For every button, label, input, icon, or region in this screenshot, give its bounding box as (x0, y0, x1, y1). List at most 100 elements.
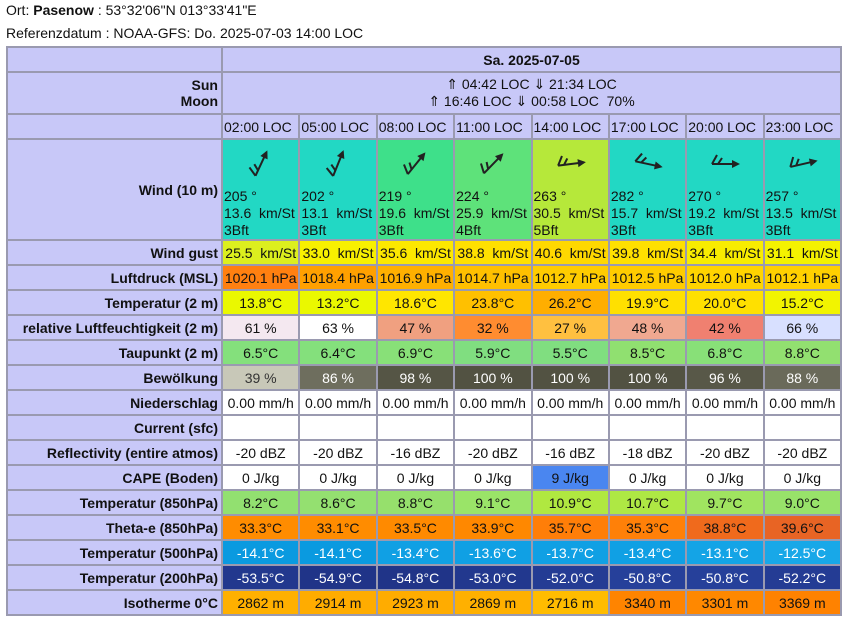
value-cell: 47 % (375, 314, 456, 341)
value-cell: -13.1°C (685, 539, 765, 566)
value-cell: 1012.7 hPa (530, 264, 610, 291)
value-cell: -13.4°C (607, 539, 688, 566)
value-cell: 6.5°C (220, 339, 301, 366)
value-cell: 2923 m (375, 589, 456, 616)
value-cell: 6.8°C (685, 339, 765, 366)
value-cell: -20 dBZ (220, 439, 301, 466)
value-cell: 33.1°C (298, 514, 378, 541)
location-label: Ort: (6, 2, 30, 18)
wind-bft: 3Bft (765, 222, 791, 238)
wind-cell: 224 ° 25.9 km/St 4Bft (453, 138, 533, 241)
row-label: Temperatur (850hPa) (6, 489, 223, 516)
row-label: Temperatur (200hPa) (6, 564, 223, 591)
wind-cell: 202 ° 13.1 km/St 3Bft (298, 138, 378, 241)
table-row: Bewölkung 39 % 86 % 98 % 100 % 100 % 100 % 96 %… (6, 364, 843, 391)
value-cell: 33.5°C (375, 514, 456, 541)
value-cell (453, 414, 533, 441)
table-row: Current (sfc) (6, 414, 843, 441)
value-cell: 1016.9 hPa (375, 264, 456, 291)
table-row: Wind (10 m) 205 ° 13.6 km/St 3Bft 202 ° 13.1 … (6, 138, 843, 241)
value-cell: -14.1°C (220, 539, 301, 566)
value-cell: 1012.1 hPa (762, 264, 843, 291)
value-cell: 39.6°C (762, 514, 843, 541)
wind-arrow (711, 154, 741, 168)
value-cell: 100 % (607, 364, 688, 391)
value-cell: 6.4°C (298, 339, 378, 366)
value-cell: 0.00 mm/h (298, 389, 378, 416)
value-cell: 9 J/kg (530, 464, 610, 491)
value-cell: 0 J/kg (298, 464, 378, 491)
row-label: Isotherme 0°C (6, 589, 223, 616)
value-cell: -16 dBZ (530, 439, 610, 466)
value-cell: -13.6°C (453, 539, 533, 566)
row-label: Temperatur (2 m) (6, 289, 223, 316)
wind-bft: 3Bft (224, 222, 249, 238)
value-cell: 61 % (220, 314, 301, 341)
row-label: Niederschlag (6, 389, 223, 416)
value-cell: 5.9°C (453, 339, 533, 366)
value-cell: -12.5°C (762, 539, 843, 566)
wind-direction: 263 ° (533, 188, 567, 204)
value-cell (530, 414, 610, 441)
value-cell: 8.8°C (375, 489, 456, 516)
wind-speed: 19.2 km/St (688, 205, 760, 221)
value-cell: 1012.5 hPa (607, 264, 688, 291)
value-cell: 20.0°C (685, 289, 765, 316)
wind-direction: 219 ° (378, 188, 412, 204)
table-row: Temperatur (2 m) 13.8°C 13.2°C 18.6°C 23.8°C… (6, 289, 843, 316)
value-cell: 38.8 km/St (453, 239, 533, 266)
value-cell: 34.4 km/St (685, 239, 765, 266)
value-cell: 13.8°C (220, 289, 301, 316)
wind-speed: 13.5 km/St (765, 205, 837, 221)
wind-bft: 5Bft (533, 222, 559, 238)
wind-speed: 19.6 km/St (378, 205, 450, 221)
wind-cell: 270 ° 19.2 km/St 3Bft (685, 138, 765, 241)
table-row: Theta-e (850hPa) 33.3°C 33.1°C 33.5°C 33.9°C… (6, 514, 843, 541)
value-cell: 100 % (453, 364, 533, 391)
wind-arrow (326, 150, 345, 177)
value-cell: 1018.4 hPa (298, 264, 378, 291)
value-cell: -13.4°C (375, 539, 456, 566)
wind-speed: 25.9 km/St (456, 205, 527, 221)
value-cell: -20 dBZ (685, 439, 765, 466)
value-cell: 40.6 km/St (530, 239, 610, 266)
table-row: Niederschlag 0.00 mm/h 0.00 mm/h 0.00 mm/h 0… (6, 389, 843, 416)
row-label: Current (sfc) (6, 414, 223, 441)
wind-bft: 3Bft (688, 222, 714, 238)
value-cell: 18.6°C (375, 289, 456, 316)
wind-bft: 4Bft (456, 222, 482, 238)
reference: Referenzdatum : NOAA-GFS: Do. 2025-07-03… (6, 25, 364, 41)
value-cell: 9.7°C (685, 489, 765, 516)
value-cell: 0 J/kg (220, 464, 301, 491)
value-cell: 35.6 km/St (375, 239, 456, 266)
value-cell: 19.9°C (607, 289, 688, 316)
wind-direction: 205 ° (224, 188, 257, 204)
value-cell: 0 J/kg (375, 464, 456, 491)
value-cell: 39 % (220, 364, 301, 391)
value-cell: 26.2°C (530, 289, 610, 316)
wind-arrow (480, 153, 504, 175)
date: Sa. 2025-07-05 (221, 46, 842, 73)
value-cell: 33.0 km/St (298, 239, 378, 266)
row-label: Theta-e (850hPa) (6, 514, 223, 541)
value-cell (220, 414, 301, 441)
value-cell: 96 % (685, 364, 765, 391)
value-cell: -54.9°C (298, 564, 378, 591)
value-cell: -20 dBZ (762, 439, 843, 466)
value-cell: 23.8°C (453, 289, 533, 316)
wind-arrow (634, 152, 663, 170)
time: 14:00 LOC (530, 113, 610, 140)
value-cell: -52.0°C (530, 564, 610, 591)
time: 17:00 LOC (607, 113, 688, 140)
table-row: relative Luftfeuchtigkeit (2 m) 61 % 63 % 4… (6, 314, 843, 341)
value-cell: 0.00 mm/h (762, 389, 843, 416)
value-cell (298, 414, 378, 441)
value-cell: 5.5°C (530, 339, 610, 366)
value-cell: 63 % (298, 314, 378, 341)
wind-bft: 3Bft (378, 222, 404, 238)
value-cell: 32 % (453, 314, 533, 341)
value-cell: 8.2°C (220, 489, 301, 516)
value-cell: 10.7°C (607, 489, 688, 516)
value-cell: 100 % (530, 364, 610, 391)
label-cell (6, 113, 223, 140)
